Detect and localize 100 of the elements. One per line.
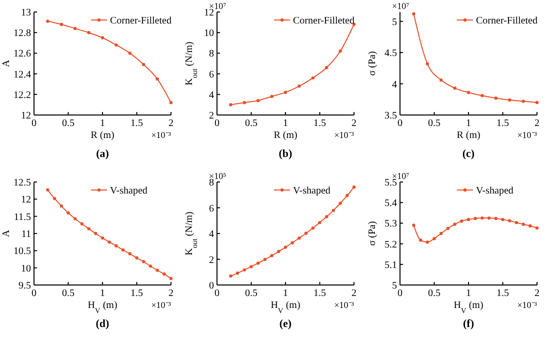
point [466, 90, 470, 94]
x-tick-label: 0.5 [62, 118, 74, 129]
text: (e) [279, 318, 292, 330]
point [128, 52, 132, 55]
y-tick-label: 12.8 [14, 28, 31, 40]
legend-label: Corner-Filleted [476, 16, 538, 26]
y-tick-label: 12 [21, 194, 31, 206]
point [453, 86, 456, 90]
x-tick-label: 2 [534, 288, 540, 299]
point [494, 216, 498, 220]
x-tick-label: 1.5 [130, 118, 143, 129]
text: ×10⁻³ [151, 300, 172, 310]
text: (f) [463, 318, 474, 330]
point [474, 216, 477, 220]
point [162, 272, 166, 276]
legend-label: V-shaped [110, 186, 148, 196]
point [60, 204, 63, 208]
point [304, 232, 308, 235]
point [100, 236, 104, 240]
point [87, 31, 90, 34]
x-tick-label: 0.5 [245, 118, 258, 129]
y-axis-title: σ (Pa) [367, 51, 378, 76]
legend-label: V-shaped [293, 186, 330, 196]
y-tick-label: 5.1 [384, 260, 397, 271]
point [318, 220, 322, 224]
point [528, 224, 532, 228]
point [169, 101, 173, 104]
point [108, 240, 111, 244]
y-tick-label: 10.5 [14, 246, 31, 258]
x-tick-label: 1 [283, 118, 288, 129]
point [426, 240, 429, 244]
x-tick-label: 1 [100, 118, 105, 129]
point [46, 20, 50, 23]
y-tick-label: 12.2 [14, 90, 31, 101]
point [440, 78, 443, 82]
point [446, 226, 450, 230]
legend-label: Corner-Filleted [293, 16, 354, 26]
point [290, 241, 294, 244]
point [325, 215, 328, 218]
point [508, 98, 512, 102]
text: ×10⁻³ [517, 130, 538, 140]
line-series [229, 186, 356, 278]
x-tick-label: 0.5 [62, 288, 74, 299]
point [412, 12, 416, 16]
y-tick-label: 4 [392, 79, 397, 90]
y-tick-label: 9.5 [18, 280, 31, 292]
point [156, 77, 159, 81]
point [270, 94, 274, 98]
point [169, 276, 173, 280]
point [460, 220, 464, 223]
point [229, 103, 232, 106]
point [298, 236, 301, 240]
point [66, 211, 70, 214]
x-tick-label: 1.5 [496, 118, 509, 129]
y-tick-label: 13 [21, 8, 31, 18]
text: (d) [96, 318, 110, 330]
point [52, 196, 56, 200]
x-tick-label: 1.5 [314, 118, 326, 129]
y-tick-label: 11.5 [14, 212, 31, 223]
y-axis-title: A [1, 229, 12, 238]
point [508, 219, 512, 222]
point [74, 26, 77, 30]
point [242, 101, 246, 104]
y-tick-label: 0 [209, 280, 214, 292]
y-tick-label: 10 [204, 28, 214, 40]
point [250, 264, 253, 268]
point [74, 217, 77, 220]
x-axis-title: H$_{V}$ (m) [454, 300, 484, 314]
y-tick-label: 10 [21, 263, 31, 274]
point [501, 218, 504, 222]
y-tick-label: 5 [392, 16, 397, 28]
point [535, 226, 539, 230]
y-tick-label: 12.6 [14, 48, 31, 60]
point [242, 268, 246, 272]
y-tick-label: 5.4 [384, 198, 397, 210]
y-tick-label: 8 [209, 48, 214, 60]
x-tick-label: 2 [352, 118, 356, 129]
text: ×10⁷ [392, 1, 410, 11]
point [256, 262, 260, 265]
x-axis-title: R (m) [90, 130, 114, 141]
y-tick-label: 4.5 [384, 48, 397, 60]
point [148, 264, 152, 268]
point [332, 208, 336, 212]
point [514, 220, 518, 224]
point [487, 216, 491, 220]
point [522, 100, 525, 103]
y-tick-label: 12 [21, 110, 31, 122]
point [494, 96, 498, 100]
point [60, 22, 63, 26]
x-tick-label: 2 [168, 118, 174, 129]
text: ×10⁻³ [517, 300, 538, 310]
y-tick-label: 5 [392, 280, 397, 292]
point [338, 202, 342, 205]
point [236, 272, 240, 275]
point [142, 62, 146, 66]
point [311, 226, 314, 230]
point [121, 248, 125, 252]
point [480, 94, 484, 98]
y-tick-label: 12.4 [14, 69, 31, 80]
point [346, 194, 349, 198]
